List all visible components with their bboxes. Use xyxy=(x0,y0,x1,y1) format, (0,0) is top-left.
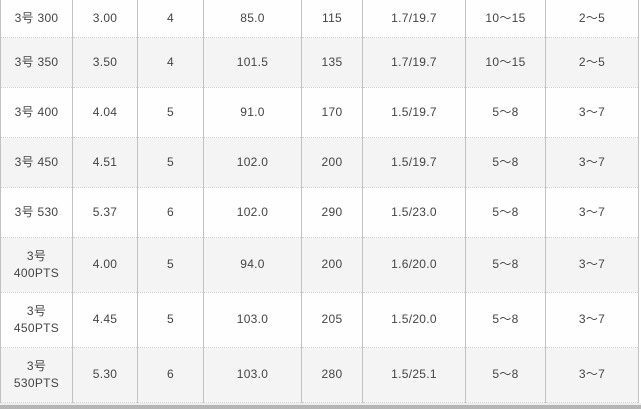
table-row: 3号 350 3.50 4 101.5 135 1.7/19.7 10～15 2… xyxy=(0,37,639,88)
table-cell: 3～7 xyxy=(545,237,639,293)
table-cell: 94.0 xyxy=(203,237,302,293)
table-cell: 5～8 xyxy=(465,137,546,188)
table-cell: 102.0 xyxy=(203,137,302,188)
table-cell: 115 xyxy=(301,0,363,38)
table-cell: 200 xyxy=(301,137,363,188)
table-cell: 5 xyxy=(137,237,204,293)
table-row: 3号 400 4.04 5 91.0 170 1.5/19.7 5～8 3～7 xyxy=(0,87,639,138)
table-cell: 1.7/19.7 xyxy=(362,0,466,38)
table-cell: 170 xyxy=(301,87,363,138)
table-cell: 5.37 xyxy=(72,187,138,238)
table-cell: 85.0 xyxy=(203,0,302,38)
table-cell: 4.00 xyxy=(72,237,138,293)
table-cell: 4.51 xyxy=(72,137,138,188)
table-cell: 4.04 xyxy=(72,87,138,138)
bottom-divider-bar xyxy=(0,403,641,409)
table-cell: 1.7/19.7 xyxy=(362,37,466,88)
table-row: 3号 300 3.00 4 85.0 115 1.7/19.7 10～15 2～… xyxy=(0,0,639,38)
table-row: 3号 450 4.51 5 102.0 200 1.5/19.7 5～8 3～7 xyxy=(0,137,639,188)
table-cell: 1.5/19.7 xyxy=(362,137,466,188)
table-cell: 6 xyxy=(137,187,204,238)
table-cell: 103.0 xyxy=(203,347,302,403)
table-cell: 3～7 xyxy=(545,187,639,238)
table-cell: 3～7 xyxy=(545,137,639,188)
table-cell: 91.0 xyxy=(203,87,302,138)
table-cell: 5 xyxy=(137,87,204,138)
table-cell: 4.45 xyxy=(72,292,138,348)
table-cell: 3.00 xyxy=(72,0,138,38)
table-cell: 3.50 xyxy=(72,37,138,88)
cell-model: 3号 530 xyxy=(0,187,73,238)
table-cell: 5～8 xyxy=(465,347,546,403)
table-cell: 1.6/20.0 xyxy=(362,237,466,293)
cell-model: 3号 450 xyxy=(0,137,73,188)
cell-model: 3号 300 xyxy=(0,0,73,38)
cell-model: 3号 530PTS xyxy=(0,347,73,403)
table-row: 3号 530 5.37 6 102.0 290 1.5/23.0 5～8 3～7 xyxy=(0,187,639,238)
table-cell: 1.5/19.7 xyxy=(362,87,466,138)
table-cell: 290 xyxy=(301,187,363,238)
table-cell: 280 xyxy=(301,347,363,403)
table-cell: 2～5 xyxy=(545,0,639,38)
table-cell: 1.5/25.1 xyxy=(362,347,466,403)
table-cell: 102.0 xyxy=(203,187,302,238)
table-cell: 10～15 xyxy=(465,0,546,38)
cell-model: 3号 400 xyxy=(0,87,73,138)
table-row: 3号 530PTS 5.30 6 103.0 280 1.5/25.1 5～8 … xyxy=(0,347,639,403)
table-cell: 1.5/23.0 xyxy=(362,187,466,238)
table-cell: 4 xyxy=(137,37,204,88)
table-cell: 6 xyxy=(137,347,204,403)
table-cell: 5～8 xyxy=(465,292,546,348)
table-cell: 1.5/20.0 xyxy=(362,292,466,348)
table-cell: 101.5 xyxy=(203,37,302,88)
table-cell: 4 xyxy=(137,0,204,38)
table-cell: 5～8 xyxy=(465,237,546,293)
cell-model: 3号 400PTS xyxy=(0,237,73,293)
table-cell: 3～7 xyxy=(545,292,639,348)
table-cell: 5～8 xyxy=(465,87,546,138)
table-cell: 10～15 xyxy=(465,37,546,88)
cell-model: 3号 450PTS xyxy=(0,292,73,348)
table-cell: 200 xyxy=(301,237,363,293)
table-cell: 5～8 xyxy=(465,187,546,238)
table-row: 3号 400PTS 4.00 5 94.0 200 1.6/20.0 5～8 3… xyxy=(0,237,639,293)
table-cell: 135 xyxy=(301,37,363,88)
table-cell: 5 xyxy=(137,292,204,348)
table-cell: 205 xyxy=(301,292,363,348)
table-cell: 2～5 xyxy=(545,37,639,88)
table-cell: 5.30 xyxy=(72,347,138,403)
table-row: 3号 450PTS 4.45 5 103.0 205 1.5/20.0 5～8 … xyxy=(0,292,639,348)
cell-model: 3号 350 xyxy=(0,37,73,88)
table-cell: 5 xyxy=(137,137,204,188)
table-cell: 3～7 xyxy=(545,87,639,138)
table-cell: 3～7 xyxy=(545,347,639,403)
table-cell: 103.0 xyxy=(203,292,302,348)
